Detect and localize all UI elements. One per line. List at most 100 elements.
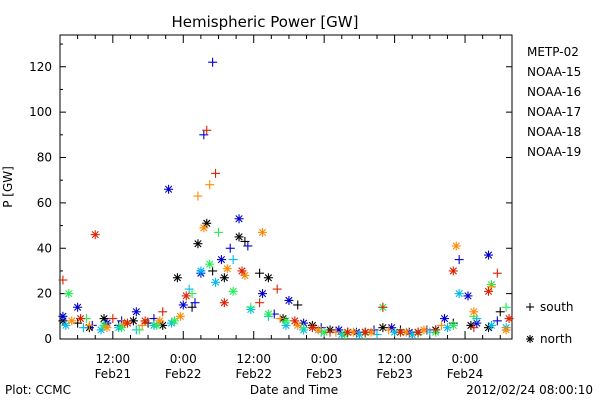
x-tick-time: 0:00 xyxy=(170,352,197,366)
data-point-noaa-19-south xyxy=(211,168,221,178)
y-tick-label: 40 xyxy=(37,241,52,255)
data-point-noaa-18-south xyxy=(193,191,203,201)
data-point-noaa-15-north xyxy=(284,295,294,305)
data-point-metp-02-south xyxy=(255,268,265,278)
data-point-noaa-19-north xyxy=(290,316,300,326)
data-point-noaa-18-south xyxy=(137,320,147,330)
data-point-noaa-18-south xyxy=(84,320,94,330)
data-point-noaa-18-north xyxy=(451,241,461,251)
data-point-noaa-17-north xyxy=(152,320,162,330)
data-point-noaa-19-south xyxy=(272,284,282,294)
x-tick-time: 12:00 xyxy=(96,352,131,366)
data-point-noaa-15-north xyxy=(258,289,268,299)
data-point-noaa-17-north xyxy=(205,259,215,269)
data-point-noaa-16-south xyxy=(184,284,194,294)
data-point-noaa-17-south xyxy=(246,302,256,312)
data-point-noaa-15-south xyxy=(492,316,502,326)
data-point-noaa-15-north xyxy=(73,302,83,312)
data-point-metp-02-south xyxy=(187,302,197,312)
legend: METP-02 NOAA-15 NOAA-16 NOAA-17 NOAA-18 NOAA-… xyxy=(527,45,581,159)
data-point-noaa-18-south xyxy=(275,314,285,324)
data-point-noaa-19-north xyxy=(484,286,494,296)
data-point-noaa-19-south xyxy=(325,327,335,337)
data-point-metp-02-south xyxy=(495,307,505,317)
south-marker-glyph xyxy=(526,303,534,311)
data-point-noaa-18-north xyxy=(155,316,165,326)
north-marker-glyph xyxy=(526,335,534,343)
data-point-noaa-19-south xyxy=(492,268,502,278)
data-point-metp-02-north xyxy=(378,323,388,333)
data-point-noaa-16-north xyxy=(61,320,71,330)
plot-frame xyxy=(59,34,513,340)
marker-legend: south north xyxy=(526,300,574,346)
data-point-noaa-19-north xyxy=(343,327,353,337)
x-axis: 12:00Feb210:00Feb2212:00Feb220:00Feb2312… xyxy=(59,35,501,381)
data-point-noaa-17-south xyxy=(134,325,144,335)
data-point-metp-02-south xyxy=(240,236,250,246)
legend-entry-noaa-17: NOAA-17 xyxy=(527,105,581,119)
data-point-noaa-18-north xyxy=(175,311,185,321)
data-point-noaa-15-south xyxy=(190,298,200,308)
y-tick-label: 120 xyxy=(29,60,52,74)
x-tick-time: 12:00 xyxy=(377,352,412,366)
data-point-noaa-19-south xyxy=(255,298,265,308)
data-point-metp-02-north xyxy=(219,273,229,283)
y-tick-label: 20 xyxy=(37,287,52,301)
data-point-noaa-18-south xyxy=(437,320,447,330)
data-point-noaa-19-north xyxy=(140,316,150,326)
data-point-noaa-15-north xyxy=(484,250,494,260)
data-point-noaa-15-north xyxy=(131,307,141,317)
x-tick-time: 0:00 xyxy=(311,352,338,366)
x-tick-date: Feb23 xyxy=(306,367,343,381)
data-point-noaa-19-north xyxy=(360,327,370,337)
data-point-noaa-18-north xyxy=(258,227,268,237)
data-point-noaa-19-north xyxy=(448,266,458,276)
data-point-noaa-15-north xyxy=(463,291,473,301)
data-point-noaa-19-north xyxy=(395,327,405,337)
x-axis-label: Date and Time xyxy=(250,383,338,397)
y-tick-label: 100 xyxy=(29,105,52,119)
data-point-noaa-18-north xyxy=(401,327,411,337)
data-point-noaa-15-south xyxy=(243,241,253,251)
data-point-noaa-19-north xyxy=(219,298,229,308)
data-point-noaa-17-north xyxy=(228,286,238,296)
data-point-noaa-15-north xyxy=(234,214,244,224)
data-point-noaa-19-north xyxy=(237,266,247,276)
data-point-metp-02-north xyxy=(234,232,244,242)
data-point-noaa-18-north xyxy=(67,316,77,326)
data-point-noaa-18-north xyxy=(293,320,303,330)
data-point-noaa-19-north xyxy=(90,230,100,240)
data-point-noaa-18-north xyxy=(240,270,250,280)
data-point-metp-02-north xyxy=(263,273,273,283)
data-point-metp-02-south xyxy=(293,300,303,310)
data-point-noaa-19-north xyxy=(413,327,423,337)
data-point-noaa-16-south xyxy=(228,255,238,265)
data-point-noaa-16-north xyxy=(454,289,464,299)
x-tick-date: Feb22 xyxy=(235,367,272,381)
data-point-noaa-19-south xyxy=(469,323,479,333)
data-point-noaa-19-south xyxy=(202,125,212,135)
y-tick-label: 0 xyxy=(44,332,52,346)
legend-entry-noaa-15: NOAA-15 xyxy=(527,65,581,79)
data-point-noaa-15-north xyxy=(58,311,68,321)
plot-credit: Plot: CCMC xyxy=(5,383,71,397)
data-point-metp-02-north xyxy=(202,218,212,228)
y-axis-label: P [GW] xyxy=(1,166,15,208)
data-point-noaa-19-north xyxy=(181,291,191,301)
data-point-noaa-18-north xyxy=(199,223,209,233)
data-point-noaa-17-north xyxy=(117,323,127,333)
data-point-noaa-18-north xyxy=(102,323,112,333)
data-point-noaa-19-north xyxy=(307,323,317,333)
chart-title: Hemispheric Power [GW] xyxy=(172,13,359,31)
data-point-noaa-18-north xyxy=(469,307,479,317)
data-point-noaa-16-north xyxy=(211,277,221,287)
data-point-noaa-19-north xyxy=(123,318,133,328)
south-marker-label: south xyxy=(540,300,574,314)
legend-entry-metp-02: METP-02 xyxy=(527,45,579,59)
data-point-noaa-17-south xyxy=(501,302,511,312)
data-point-noaa-18-south xyxy=(486,282,496,292)
data-point-noaa-15-north xyxy=(387,323,397,333)
data-point-noaa-19-south xyxy=(378,302,388,312)
data-point-noaa-18-north xyxy=(222,264,232,274)
